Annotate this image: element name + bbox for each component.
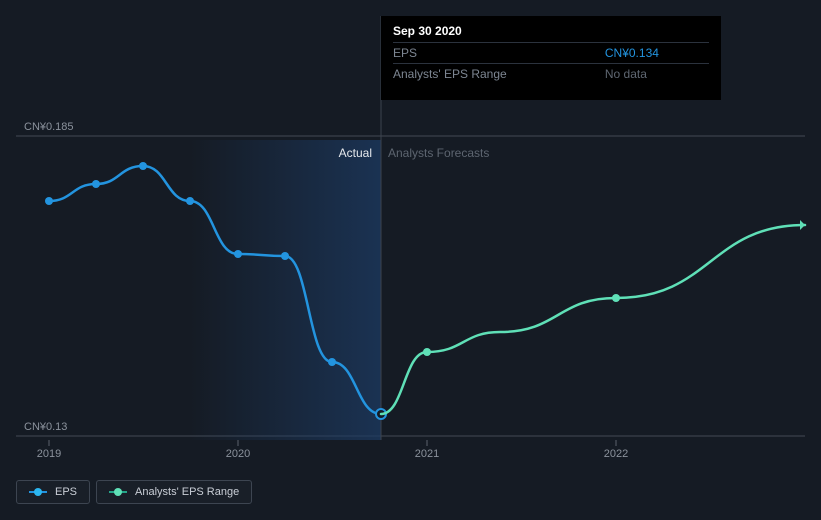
eps-forecast-chart: { "layout": { "width": 821, "height": 52… [0, 0, 821, 520]
legend-label: Analysts' EPS Range [135, 486, 239, 498]
x-axis-label: 2021 [415, 448, 439, 460]
section-label-actual: Actual [0, 146, 372, 160]
x-axis-label: 2022 [604, 448, 628, 460]
x-axis-label: 2020 [226, 448, 250, 460]
tooltip-range-value: No data [593, 64, 709, 85]
y-axis-label-top: CN¥0.185 [24, 121, 74, 133]
x-axis-label: 2019 [37, 448, 61, 460]
legend-label: EPS [55, 486, 77, 498]
tooltip-eps-value: CN¥0.134 [593, 43, 709, 64]
y-axis-label-bottom: CN¥0.13 [24, 421, 67, 433]
legend-swatch-range [109, 488, 127, 496]
legend-item-range[interactable]: Analysts' EPS Range [96, 480, 252, 504]
legend-item-eps[interactable]: EPS [16, 480, 90, 504]
legend-swatch-eps [29, 488, 47, 496]
tooltip-date: Sep 30 2020 [393, 24, 709, 42]
section-label-forecast: Analysts Forecasts [388, 146, 489, 160]
chart-legend: EPS Analysts' EPS Range [16, 480, 252, 504]
chart-tooltip: Sep 30 2020 EPS CN¥0.134 Analysts' EPS R… [381, 16, 721, 100]
tooltip-eps-label: EPS [393, 43, 593, 64]
tooltip-range-label: Analysts' EPS Range [393, 64, 593, 85]
